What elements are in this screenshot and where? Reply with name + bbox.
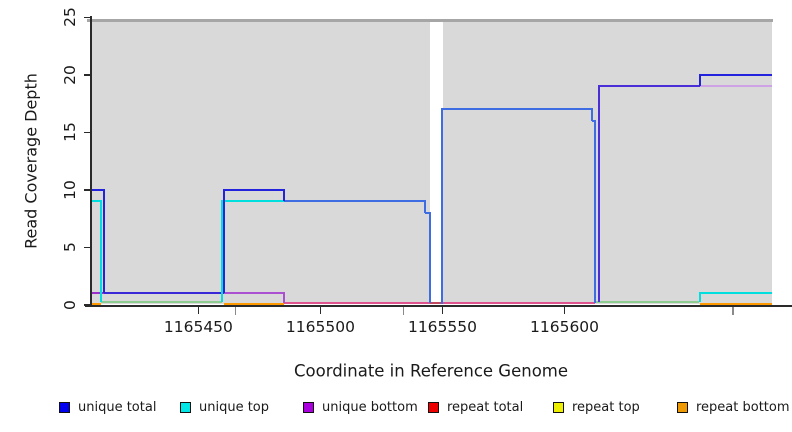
- coverage-line: [282, 292, 285, 303]
- rug-mark: [234, 306, 236, 315]
- coverage-line: [283, 200, 426, 203]
- coverage-line: [91, 200, 101, 203]
- coverage-line: [591, 108, 594, 121]
- x-tick-label: 1165450: [163, 318, 233, 336]
- legend-swatch-unique-top: [180, 402, 191, 413]
- coverage-line: [223, 188, 226, 294]
- coverage-line: [220, 200, 223, 303]
- coverage-line: [699, 303, 772, 306]
- y-tick-label: 25: [61, 7, 79, 28]
- coverage-line: [100, 301, 222, 304]
- reference-segment-bar: [87, 19, 774, 22]
- coverage-line: [103, 188, 106, 294]
- y-tick-label: 0: [61, 300, 79, 310]
- coverage-line: [224, 188, 284, 191]
- x-tick: [441, 306, 444, 314]
- x-tick: [319, 306, 322, 314]
- coverage-line: [442, 301, 596, 304]
- legend-label-unique-total: unique total: [78, 400, 157, 415]
- legend-label-unique-bottom: unique bottom: [322, 400, 418, 415]
- legend-label-repeat-total: repeat total: [447, 400, 524, 415]
- coverage-line: [424, 200, 427, 213]
- rug-mark: [732, 306, 734, 315]
- coverage-line: [224, 292, 284, 295]
- coverage-line: [699, 292, 772, 295]
- coverage-line: [699, 85, 772, 88]
- x-axis-line: [85, 305, 792, 307]
- coverage-line: [282, 188, 285, 202]
- x-tick: [197, 306, 200, 314]
- legend-swatch-repeat-bottom: [677, 402, 688, 413]
- legend-swatch-unique-bottom: [303, 402, 314, 413]
- x-tick-label: 1165500: [285, 318, 355, 336]
- y-tick: [83, 304, 91, 306]
- coverage-line: [442, 108, 593, 111]
- coverage-line: [224, 303, 284, 306]
- coverage-line: [596, 301, 700, 304]
- y-tick-label: 5: [61, 242, 79, 253]
- y-tick-label: 15: [61, 122, 79, 143]
- coverage-line: [91, 292, 105, 295]
- coverage-line: [698, 292, 701, 303]
- y-tick: [83, 16, 91, 19]
- legend-swatch-unique-total: [59, 402, 70, 413]
- coverage-line: [283, 301, 431, 304]
- x-tick-label: 1165600: [530, 318, 600, 336]
- y-tick: [83, 189, 91, 191]
- legend-swatch-repeat-total: [428, 402, 439, 413]
- coverage-line: [598, 85, 700, 88]
- y-axis-line: [90, 16, 92, 306]
- legend-swatch-repeat-top: [553, 402, 564, 413]
- y-tick: [83, 246, 91, 249]
- coverage-line: [91, 303, 101, 306]
- coverage-line: [104, 292, 225, 295]
- coverage-line: [99, 200, 102, 303]
- plot-background: [442, 21, 772, 304]
- coverage-line: [592, 119, 596, 122]
- coverage-line: [698, 73, 701, 87]
- x-tick: [563, 306, 566, 314]
- coverage-line: [441, 108, 444, 304]
- rug-mark: [402, 306, 405, 315]
- coverage-line: [430, 302, 443, 305]
- coverage-line: [429, 211, 432, 303]
- coverage-line: [597, 85, 600, 303]
- y-tick-label: 10: [61, 180, 79, 200]
- x-axis-title: Coordinate in Reference Genome: [293, 361, 569, 381]
- coverage-line: [699, 73, 772, 76]
- legend-label-unique-top: unique top: [199, 400, 270, 415]
- coverage-line: [425, 211, 431, 214]
- coverage-line: [594, 119, 597, 303]
- legend-label-repeat-bottom: repeat bottom: [696, 400, 790, 415]
- plot-background: [91, 21, 430, 304]
- y-tick: [83, 74, 91, 76]
- x-tick-label: 1165550: [407, 318, 477, 336]
- legend-label-repeat-top: repeat top: [572, 400, 640, 415]
- y-tick: [83, 131, 91, 134]
- coverage-line: [221, 200, 284, 203]
- coverage-line: [91, 188, 105, 191]
- y-tick-label: 20: [61, 64, 79, 85]
